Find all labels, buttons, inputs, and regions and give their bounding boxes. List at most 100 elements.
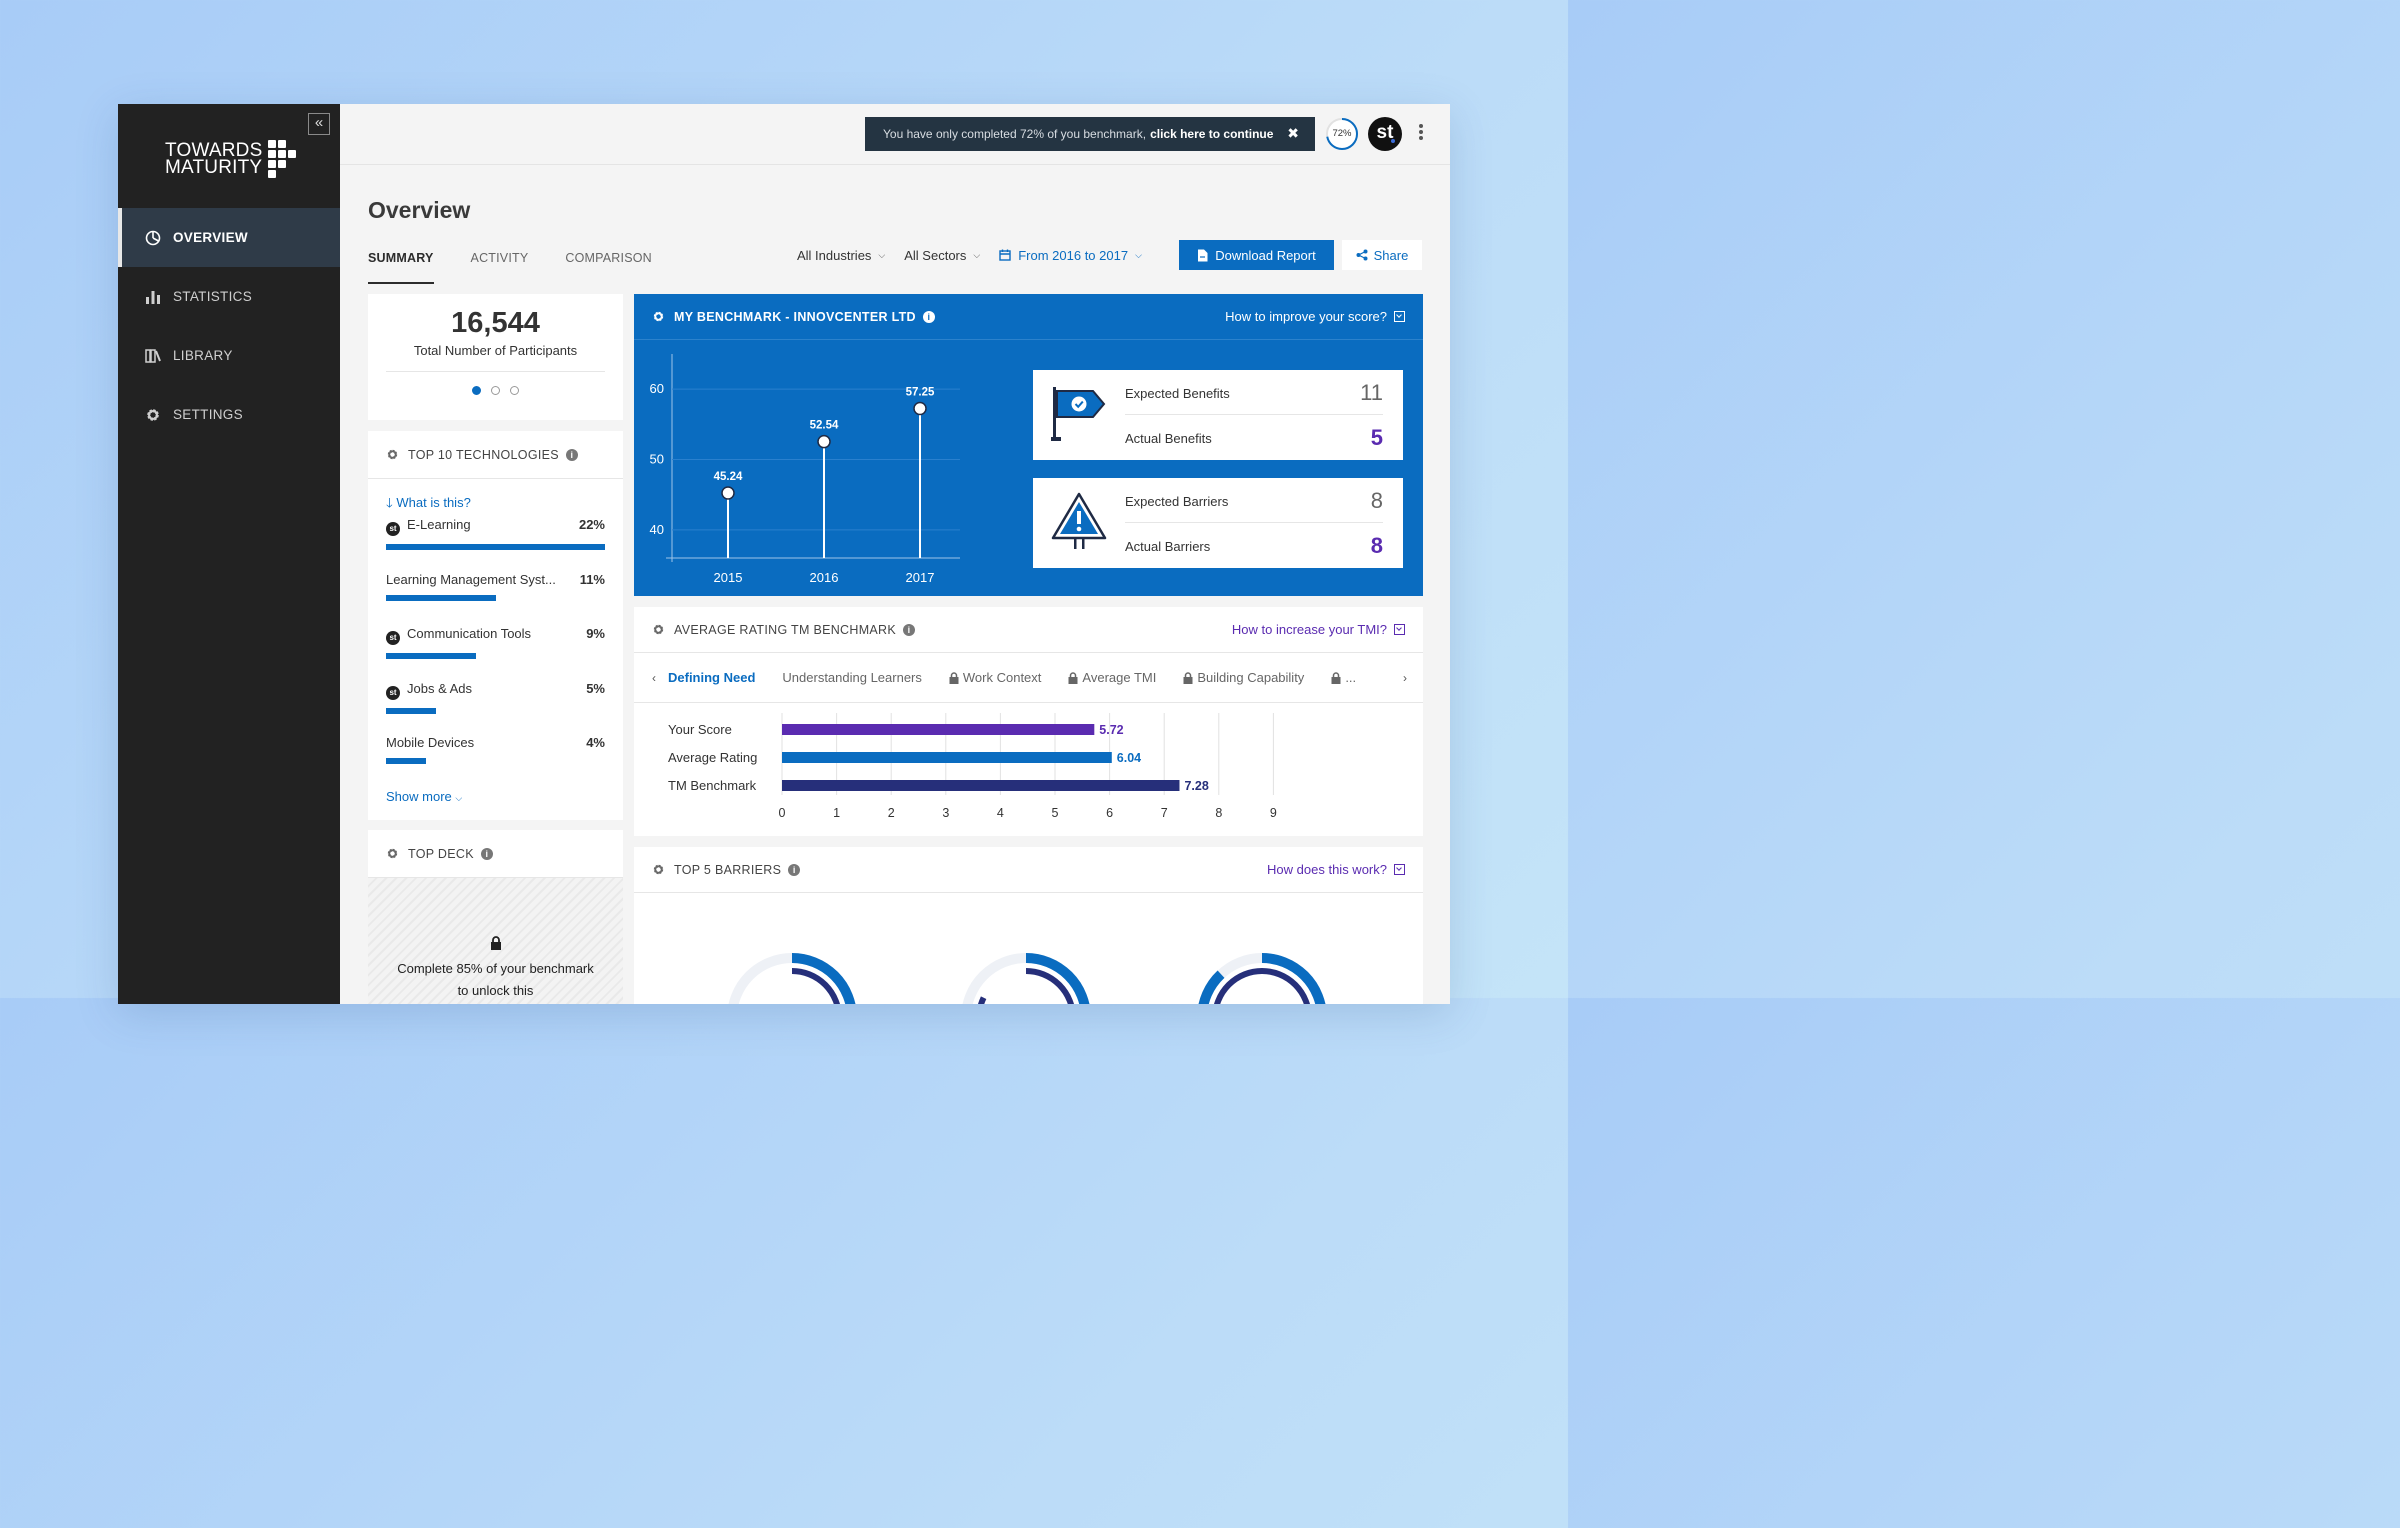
lollipop-point[interactable]: [913, 401, 927, 416]
gear-icon: [653, 311, 664, 322]
calendar-icon: [999, 249, 1011, 261]
expected-benefits-value: 11: [1360, 380, 1383, 405]
rating-tab-label: Defining Need: [668, 670, 756, 685]
x-tick-label: 2016: [810, 570, 839, 585]
sidebar-nav: OVERVIEW STATISTICS LIBRARY SETTINGS: [118, 208, 340, 444]
rating-tab[interactable]: ...: [1331, 670, 1356, 685]
info-icon[interactable]: i: [788, 863, 801, 876]
x-tick-label: 1: [833, 806, 840, 820]
chevron-left-icon[interactable]: ‹: [652, 670, 656, 685]
info-icon[interactable]: i: [922, 310, 935, 323]
x-tick-label: 5: [1052, 806, 1059, 820]
info-icon[interactable]: i: [565, 448, 578, 461]
main-content: You have only completed 72% of you bench…: [340, 104, 1450, 1004]
benchmark-notice: You have only completed 72% of you bench…: [865, 117, 1315, 151]
notice-continue-link[interactable]: click here to continue: [1150, 127, 1274, 141]
carousel-pager: [368, 386, 623, 395]
x-tick-label: 2: [888, 806, 895, 820]
avatar[interactable]: st: [1368, 117, 1402, 151]
x-tick-label: 8: [1215, 806, 1222, 820]
rating-bar[interactable]: [782, 724, 1095, 735]
data-label: 57.25: [906, 387, 935, 399]
tech-bar: [386, 594, 496, 601]
tech-row[interactable]: st E-Learning 22%: [386, 517, 605, 550]
y-tick-label: 40: [650, 522, 664, 537]
share-icon: [1356, 249, 1368, 261]
card-header: MY BENCHMARK - INNOVCENTER LTD i How to …: [634, 294, 1423, 340]
locked-message-line2: to unlock this: [457, 983, 534, 998]
how-does-this-work-link[interactable]: How does this work?: [1267, 862, 1405, 877]
lock-icon: [1068, 671, 1078, 684]
rating-tab[interactable]: Defining Need: [668, 670, 755, 685]
sidebar-item-overview[interactable]: OVERVIEW: [118, 208, 340, 267]
expand-icon: [1394, 311, 1405, 322]
completion-progress-ring: 72%: [1325, 117, 1359, 151]
chevron-down-icon: ⌵: [973, 249, 981, 260]
chevron-right-icon[interactable]: ›: [1403, 670, 1407, 685]
barrier-donut[interactable]: 1Your Score: [727, 953, 857, 1004]
rating-bar[interactable]: [782, 780, 1180, 791]
rating-bar[interactable]: [782, 752, 1112, 763]
share-button[interactable]: Share: [1342, 240, 1422, 270]
tech-row[interactable]: Learning Management Syst... 11%: [386, 572, 605, 601]
sidebar-item-label: OVERVIEW: [173, 230, 248, 245]
sidebar-item-settings[interactable]: SETTINGS: [118, 385, 340, 444]
card-title: TOP 10 TECHNOLOGIES: [408, 447, 559, 462]
date-range-dropdown[interactable]: From 2016 to 2017 ⌵: [999, 248, 1142, 263]
what-is-this-link[interactable]: 🡓 What is this?: [386, 494, 623, 516]
data-label: 7.28: [1184, 779, 1208, 793]
sectors-dropdown[interactable]: All Sectors ⌵: [904, 248, 980, 263]
lollipop-point[interactable]: [721, 486, 735, 500]
rating-tab[interactable]: Understanding Learners: [782, 670, 921, 685]
expected-barriers-row: Expected Barriers 8: [1125, 488, 1383, 514]
benchmark-lollipop-chart: 40 50 60 45.24 2015 52.54 2016 57.25 2017: [650, 354, 960, 585]
tech-name: Learning Management Syst...: [386, 571, 556, 587]
increase-tmi-link[interactable]: How to increase your TMI?: [1232, 622, 1405, 637]
sidebar-item-library[interactable]: LIBRARY: [118, 326, 340, 385]
participants-card: 16,544 Total Number of Participants: [368, 294, 623, 420]
rating-tab[interactable]: Work Context: [949, 670, 1041, 685]
rating-tab-label: Building Capability: [1197, 670, 1305, 685]
more-options-icon[interactable]: [1416, 124, 1426, 144]
download-report-label: Download Report: [1215, 247, 1316, 263]
tab-activity[interactable]: ACTIVITY: [470, 251, 529, 265]
card-title: TOP 5 BARRIERS: [674, 862, 782, 877]
rating-tab-label: ...: [1345, 670, 1357, 685]
show-more-link[interactable]: Show more ⌵: [386, 789, 462, 804]
improve-score-label: How to improve your score?: [1225, 309, 1387, 324]
industries-value: All Industries: [797, 247, 872, 263]
warning-sign-icon: [1051, 492, 1107, 549]
tab-comparison[interactable]: COMPARISON: [565, 251, 652, 265]
donut-outer-arc: [727, 953, 857, 1004]
barrier-donut[interactable]: 88%Average: [1197, 953, 1327, 1004]
pager-dot[interactable]: [472, 386, 481, 395]
data-label: 5.72: [1099, 723, 1123, 737]
barrier-donut[interactable]: 62%Average: [961, 953, 1091, 1004]
expected-benefits-label: Expected Benefits: [1125, 385, 1230, 401]
page-title: Overview: [368, 197, 471, 223]
sidebar: « TOWARDS MATURITY OVERVIEW: [118, 104, 340, 1004]
download-report-button[interactable]: Download Report: [1179, 240, 1334, 270]
tech-name: Mobile Devices: [386, 735, 475, 750]
pager-dot[interactable]: [510, 386, 519, 395]
rating-tab-label: Understanding Learners: [782, 670, 922, 685]
chevron-down-icon: ⌵: [1135, 249, 1142, 260]
tech-row[interactable]: st Jobs & Ads 5%: [386, 681, 605, 714]
tech-row[interactable]: st Communication Tools 9%: [386, 626, 605, 659]
improve-score-link[interactable]: How to improve your score?: [1225, 309, 1405, 324]
close-icon[interactable]: ✖: [1287, 125, 1299, 141]
industries-dropdown[interactable]: All Industries ⌵: [797, 248, 885, 263]
rating-tab[interactable]: Average TMI: [1068, 670, 1156, 685]
info-icon[interactable]: i: [480, 847, 493, 860]
rating-tab[interactable]: Building Capability: [1183, 670, 1304, 685]
lollipop-point[interactable]: [817, 434, 831, 449]
sidebar-item-statistics[interactable]: STATISTICS: [118, 267, 340, 326]
pager-dot[interactable]: [491, 386, 500, 395]
tab-summary[interactable]: SUMMARY: [368, 251, 434, 284]
tech-row[interactable]: Mobile Devices 4%: [386, 735, 605, 764]
x-tick-label: 6: [1106, 806, 1113, 820]
collapse-sidebar-button[interactable]: «: [308, 113, 330, 135]
info-icon[interactable]: i: [903, 623, 916, 636]
st-badge-icon: st: [386, 522, 400, 536]
card-header: TOP DECK i: [368, 830, 623, 878]
